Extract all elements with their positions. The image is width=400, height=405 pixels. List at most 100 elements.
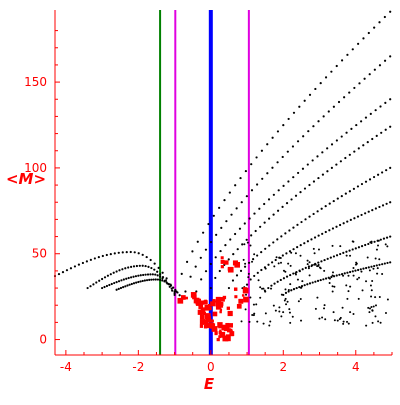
black-point bbox=[289, 283, 292, 286]
black-point bbox=[321, 232, 324, 235]
black-point bbox=[343, 96, 346, 99]
black-point bbox=[266, 172, 269, 175]
black-point bbox=[294, 252, 297, 255]
black-point bbox=[115, 281, 118, 284]
black-point bbox=[125, 251, 128, 254]
black-point bbox=[127, 276, 130, 280]
black-point bbox=[303, 284, 306, 287]
black-point bbox=[248, 217, 251, 220]
red-point bbox=[202, 307, 206, 311]
black-point bbox=[248, 320, 251, 323]
black-point bbox=[371, 309, 374, 312]
black-point bbox=[122, 286, 125, 289]
black-point bbox=[259, 296, 262, 299]
black-point bbox=[348, 249, 351, 252]
black-point bbox=[328, 282, 331, 285]
black-point bbox=[356, 215, 360, 218]
red-point bbox=[210, 301, 216, 307]
black-point bbox=[349, 285, 352, 288]
black-point bbox=[368, 307, 371, 310]
black-point bbox=[308, 261, 311, 264]
black-point bbox=[326, 147, 329, 150]
black-point bbox=[215, 233, 218, 236]
black-point bbox=[256, 320, 259, 323]
black-point bbox=[278, 310, 281, 313]
black-point bbox=[298, 105, 301, 108]
black-point bbox=[127, 266, 130, 269]
black-point bbox=[282, 124, 285, 127]
black-point bbox=[139, 280, 142, 283]
black-point bbox=[330, 143, 334, 146]
black-point bbox=[65, 269, 69, 272]
black-point bbox=[389, 261, 392, 264]
black-point bbox=[379, 238, 382, 241]
black-point bbox=[296, 278, 299, 281]
black-point bbox=[227, 286, 231, 290]
red-point bbox=[177, 297, 184, 304]
black-point bbox=[345, 254, 348, 257]
red-point bbox=[241, 294, 245, 297]
red-point bbox=[212, 311, 218, 317]
black-point bbox=[342, 251, 345, 254]
red-point bbox=[238, 298, 244, 304]
black-point bbox=[371, 137, 374, 141]
black-point bbox=[189, 275, 192, 278]
black-point bbox=[218, 206, 221, 209]
black-point bbox=[261, 177, 264, 180]
black-point bbox=[119, 286, 123, 290]
black-point bbox=[244, 262, 247, 265]
black-point bbox=[238, 227, 242, 230]
black-point bbox=[317, 261, 320, 264]
x-tick-label: -2 bbox=[132, 360, 144, 374]
black-point bbox=[89, 258, 92, 261]
red-point bbox=[221, 324, 228, 331]
red-point bbox=[180, 295, 186, 300]
black-point bbox=[132, 282, 136, 285]
black-point bbox=[281, 155, 284, 159]
black-point bbox=[289, 321, 292, 324]
red-point bbox=[210, 319, 214, 323]
black-point bbox=[200, 278, 203, 281]
red-point bbox=[214, 331, 218, 335]
black-point bbox=[291, 315, 294, 318]
black-point bbox=[135, 264, 138, 268]
black-point bbox=[276, 280, 279, 283]
black-point bbox=[244, 308, 247, 311]
black-point bbox=[246, 241, 249, 244]
black-point bbox=[345, 284, 348, 287]
black-point bbox=[255, 303, 258, 306]
black-point bbox=[314, 307, 317, 310]
red-point bbox=[215, 304, 222, 310]
black-point bbox=[229, 238, 232, 241]
black-point bbox=[316, 296, 319, 299]
black-point bbox=[377, 244, 380, 247]
black-point bbox=[378, 296, 381, 299]
black-point bbox=[319, 278, 322, 282]
black-point bbox=[240, 320, 243, 323]
black-point bbox=[101, 286, 104, 290]
black-point bbox=[278, 306, 281, 309]
black-point bbox=[352, 274, 355, 277]
black-point bbox=[269, 320, 272, 323]
black-point bbox=[280, 293, 283, 296]
black-point bbox=[295, 286, 298, 290]
black-point bbox=[373, 240, 376, 243]
black-point bbox=[352, 187, 356, 190]
black-point bbox=[156, 274, 159, 277]
black-point bbox=[231, 279, 235, 282]
black-point bbox=[234, 184, 237, 187]
black-point bbox=[376, 173, 380, 176]
black-point bbox=[156, 270, 159, 273]
black-point bbox=[364, 243, 367, 247]
red-point bbox=[227, 310, 233, 317]
black-point bbox=[299, 191, 302, 194]
black-point bbox=[243, 222, 246, 225]
black-point bbox=[255, 156, 258, 159]
black-point bbox=[171, 289, 174, 292]
black-point bbox=[286, 150, 289, 153]
black-point bbox=[301, 167, 305, 170]
black-point bbox=[371, 321, 374, 324]
red-point bbox=[203, 300, 208, 305]
black-point bbox=[377, 239, 380, 242]
